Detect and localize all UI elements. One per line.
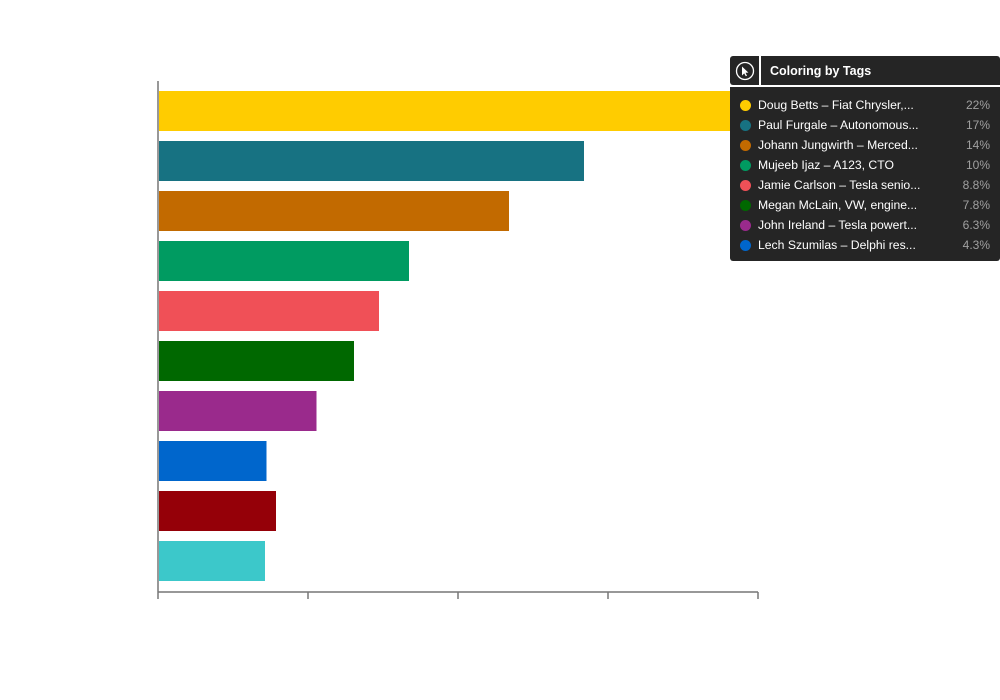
- legend-title: Coloring by Tags: [761, 56, 1000, 85]
- legend-item-percent: 8.8%: [962, 178, 990, 192]
- legend-item-percent: 17%: [965, 118, 990, 132]
- legend-item[interactable]: Jamie Carlson – Tesla senio... 8.8%: [730, 175, 1000, 195]
- legend-item[interactable]: Lech Szumilas – Delphi res... 4.3%: [730, 235, 1000, 255]
- bar[interactable]: [159, 191, 509, 231]
- bar[interactable]: [159, 141, 584, 181]
- legend-item-percent: 4.3%: [962, 238, 990, 252]
- legend-swatch: [740, 239, 751, 251]
- legend-header: Coloring by Tags: [730, 56, 1000, 85]
- legend-item-label: Jamie Carlson – Tesla senio...: [758, 178, 921, 192]
- legend-swatch: [740, 179, 751, 191]
- legend-item[interactable]: Johann Jungwirth – Merced... 14%: [730, 135, 1000, 155]
- bar[interactable]: [159, 291, 379, 331]
- legend-toggle-button[interactable]: [730, 56, 759, 85]
- legend-item-percent: 10%: [965, 158, 990, 172]
- legend-swatch: [740, 99, 751, 111]
- legend-item-label: Mujeeb Ijaz – A123, CTO: [758, 158, 894, 172]
- legend-swatch: [740, 199, 751, 211]
- legend-item-percent: 14%: [965, 138, 990, 152]
- legend-swatch: [740, 139, 751, 151]
- legend-item[interactable]: John Ireland – Tesla powert... 6.3%: [730, 215, 1000, 235]
- legend-item[interactable]: Megan McLain, VW, engine... 7.8%: [730, 195, 1000, 215]
- legend-item[interactable]: Paul Furgale – Autonomous... 17%: [730, 115, 1000, 135]
- bar[interactable]: [159, 441, 267, 481]
- legend-item-label: Megan McLain, VW, engine...: [758, 198, 918, 212]
- bar[interactable]: [159, 541, 265, 581]
- legend-list: Doug Betts – Fiat Chrysler,... 22% Paul Fu…: [730, 87, 1000, 261]
- bar[interactable]: [159, 241, 409, 281]
- bar[interactable]: [159, 391, 317, 431]
- legend-item[interactable]: Doug Betts – Fiat Chrysler,... 22%: [730, 95, 1000, 115]
- legend-item-label: Doug Betts – Fiat Chrysler,...: [758, 98, 914, 112]
- bar[interactable]: [159, 491, 276, 531]
- legend-swatch: [740, 219, 751, 231]
- legend-item-percent: 6.3%: [962, 218, 990, 232]
- bar[interactable]: [159, 91, 761, 131]
- bar[interactable]: [159, 341, 354, 381]
- legend-item-percent: 7.8%: [962, 198, 990, 212]
- legend-item-label: Lech Szumilas – Delphi res...: [758, 238, 916, 252]
- legend-item-label: Johann Jungwirth – Merced...: [758, 138, 918, 152]
- legend-item-label: Paul Furgale – Autonomous...: [758, 118, 919, 132]
- legend-item-label: John Ireland – Tesla powert...: [758, 218, 917, 232]
- play-cursor-icon: [735, 61, 754, 80]
- legend-item-percent: 22%: [965, 98, 990, 112]
- legend-item[interactable]: Mujeeb Ijaz – A123, CTO 10%: [730, 155, 1000, 175]
- legend-swatch: [740, 119, 751, 131]
- legend-panel: Coloring by Tags Doug Betts – Fiat Chrys…: [730, 56, 1000, 261]
- legend-swatch: [740, 159, 751, 171]
